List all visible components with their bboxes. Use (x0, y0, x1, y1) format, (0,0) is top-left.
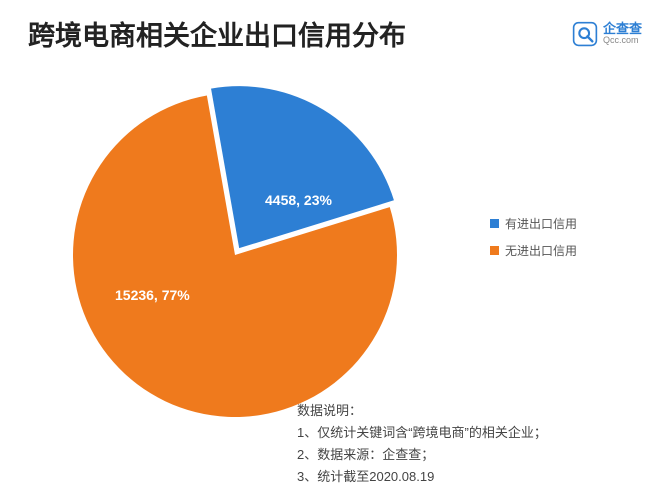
brand-name-cn: 企查查 (603, 22, 642, 35)
legend-label: 无进出口信用 (505, 242, 577, 259)
note-line: 1、仅统计关键词含“跨境电商”的相关企业； (297, 422, 547, 444)
legend: 有进出口信用无进出口信用 (490, 215, 577, 259)
title-bar: 跨境电商相关企业出口信用分布 企查查 Qcc.com (0, 0, 670, 53)
note-line: 数据说明： (297, 400, 547, 422)
brand-text: 企查查 Qcc.com (603, 22, 642, 45)
chart-title: 跨境电商相关企业出口信用分布 (28, 14, 406, 53)
legend-swatch (490, 246, 499, 255)
note-line: 3、统计截至2020.08.19 (297, 466, 547, 488)
brand-name-en: Qcc.com (603, 36, 642, 45)
data-notes: 数据说明：1、仅统计关键词含“跨境电商”的相关企业；2、数据来源：企查查；3、统… (297, 400, 547, 488)
pie-chart (61, 81, 409, 429)
note-line: 2、数据来源：企查查； (297, 444, 547, 466)
legend-item: 无进出口信用 (490, 242, 577, 259)
brand-icon (571, 20, 599, 48)
chart-container: 跨境电商相关企业出口信用分布 企查查 Qcc.com 4458, 23%1523… (0, 0, 670, 500)
legend-label: 有进出口信用 (505, 215, 577, 232)
legend-item: 有进出口信用 (490, 215, 577, 232)
legend-swatch (490, 219, 499, 228)
brand: 企查查 Qcc.com (571, 20, 642, 48)
